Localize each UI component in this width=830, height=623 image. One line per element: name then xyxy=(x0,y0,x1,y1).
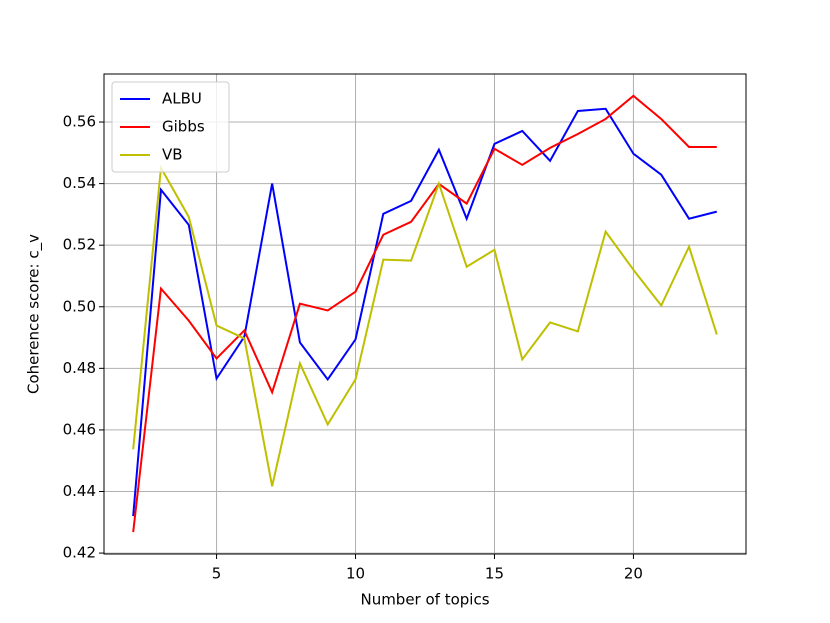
y-tick-label: 0.54 xyxy=(63,174,96,192)
y-tick-label: 0.48 xyxy=(63,359,96,377)
y-tick-label: 0.44 xyxy=(63,482,96,500)
legend-label: VB xyxy=(162,146,183,164)
y-tick-label: 0.50 xyxy=(63,297,96,315)
y-axis-label: Coherence score: c_v xyxy=(25,234,44,394)
plot-frame xyxy=(103,73,747,555)
y-tick-label: 0.46 xyxy=(63,420,96,438)
legend-label: Gibbs xyxy=(162,118,205,136)
series-line xyxy=(132,164,718,487)
x-tick-label: 5 xyxy=(212,565,222,583)
x-axis-label: Number of topics xyxy=(360,591,489,609)
x-tick-label: 15 xyxy=(485,565,504,583)
y-tick-label: 0.52 xyxy=(63,236,96,254)
y-tick-label: 0.42 xyxy=(63,544,96,562)
legend-label: ALBU xyxy=(162,90,202,108)
legend-box xyxy=(111,81,230,173)
y-tick-label: 0.56 xyxy=(63,113,96,131)
series-line xyxy=(132,94,717,533)
x-tick-label: 10 xyxy=(346,565,365,583)
x-tick-label: 20 xyxy=(624,565,643,583)
series-line xyxy=(132,107,718,517)
